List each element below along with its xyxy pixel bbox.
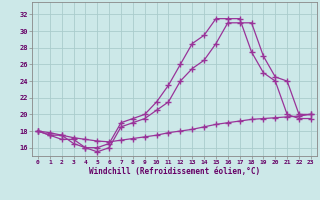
X-axis label: Windchill (Refroidissement éolien,°C): Windchill (Refroidissement éolien,°C) <box>89 167 260 176</box>
